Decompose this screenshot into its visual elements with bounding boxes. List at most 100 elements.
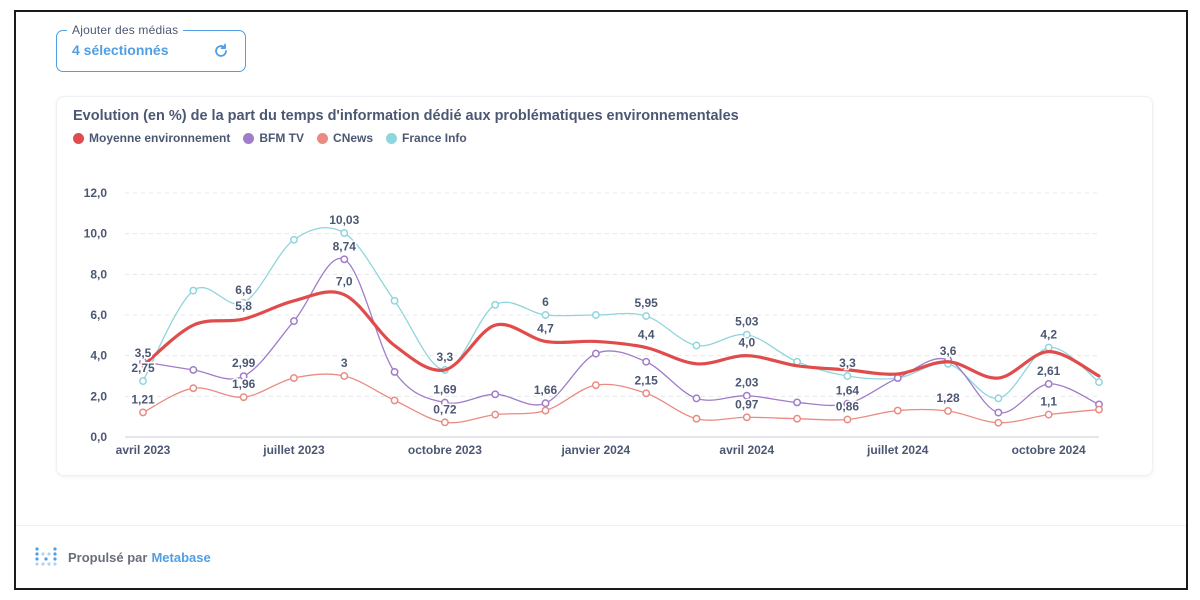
data-point-cnews — [793, 414, 802, 423]
legend-dot — [243, 132, 255, 144]
data-label-cnews: 0,72 — [433, 402, 457, 416]
metabase-logo-icon[interactable] — [34, 545, 58, 569]
data-label-cnews: 0,86 — [836, 400, 860, 414]
metabase-link[interactable]: Metabase — [151, 549, 211, 565]
data-label-france-info: 6 — [542, 295, 549, 309]
y-tick-label: 12,0 — [84, 186, 108, 200]
data-point-cnews — [642, 389, 651, 398]
legend-item-cnews[interactable]: CNews — [317, 131, 373, 145]
data-point-bfm-tv — [340, 255, 349, 264]
data-point-bfm-tv — [289, 317, 298, 326]
data-point-bfm-tv — [239, 372, 248, 381]
data-point-bfm-tv — [189, 365, 198, 374]
data-point-france-info — [1044, 343, 1053, 352]
data-label-cnews: 1,21 — [131, 392, 155, 406]
embed-frame: Ajouter des médias 4 sélectionnés 0,0 2,0… — [14, 10, 1188, 590]
series-line-cnews — [142, 373, 1100, 424]
data-label-moyenne-environnement: 7,0 — [336, 275, 353, 289]
data-point-cnews — [944, 407, 953, 415]
x-tick-label: octobre 2023 — [408, 443, 482, 457]
data-point-bfm-tv — [491, 390, 500, 399]
data-label-cnews: 0,97 — [735, 397, 759, 411]
data-point-cnews — [390, 396, 399, 405]
data-label-france-info: 10,03 — [329, 213, 359, 227]
data-label-cnews: 1,96 — [232, 377, 256, 391]
data-point-cnews — [289, 374, 298, 382]
chart-legend: Moyenne environnement BFM TV CNews Franc… — [73, 131, 467, 145]
media-filter-label: Ajouter des médias — [67, 22, 184, 38]
data-label-bfm-tv: 2,99 — [232, 356, 256, 370]
data-point-bfm-tv — [793, 398, 802, 407]
data-label-bfm-tv: 8,74 — [333, 239, 357, 253]
data-label-bfm-tv: 1,69 — [433, 383, 457, 397]
data-point-cnews — [742, 413, 751, 422]
data-point-bfm-tv — [541, 399, 550, 408]
data-point-cnews — [440, 418, 449, 427]
legend-item-moyenne-environnement[interactable]: Moyenne environnement — [73, 131, 230, 145]
data-point-bfm-tv — [591, 349, 600, 358]
data-point-france-info — [692, 341, 701, 350]
data-label-cnews: 1,28 — [936, 391, 960, 405]
powered-by-text: Propulsé par — [68, 549, 148, 565]
data-point-bfm-tv — [742, 391, 751, 400]
legend-item-bfm-tv[interactable]: BFM TV — [243, 131, 304, 145]
y-tick-label: 0,0 — [90, 430, 107, 444]
data-point-france-info — [994, 394, 1003, 403]
data-point-cnews — [491, 410, 500, 419]
data-point-france-info — [390, 296, 399, 305]
data-point-france-info — [742, 330, 751, 339]
data-point-france-info — [541, 311, 550, 319]
data-point-bfm-tv — [440, 398, 449, 407]
data-label-moyenne-environnement: 3,5 — [135, 346, 152, 360]
y-tick-label: 4,0 — [90, 349, 107, 363]
data-point-france-info — [491, 300, 500, 309]
series-line-moyenne-environnement — [141, 290, 1101, 380]
refresh-icon[interactable] — [212, 42, 230, 60]
media-filter-widget[interactable]: Ajouter des médias 4 sélectionnés — [56, 22, 246, 72]
data-point-cnews — [340, 372, 349, 380]
line-chart: 0,0 2,0 4,0 6,0 8,0 10,0 12,0 avril 2023 juillet… — [84, 186, 1103, 457]
data-point-france-info — [340, 229, 349, 238]
data-label-france-info: 3,3 — [839, 356, 856, 370]
data-point-bfm-tv — [692, 394, 701, 403]
data-point-bfm-tv — [893, 374, 902, 382]
y-tick-label: 10,0 — [84, 227, 108, 241]
data-label-france-info: 3,6 — [940, 344, 957, 358]
data-label-cnews: 3 — [341, 356, 348, 370]
data-label-moyenne-environnement: 4,4 — [638, 328, 655, 342]
data-label-bfm-tv: 1,66 — [534, 383, 558, 397]
footer-divider — [16, 525, 1186, 526]
legend-label: CNews — [333, 131, 374, 145]
data-point-cnews — [139, 408, 147, 417]
data-label-france-info: 5,95 — [634, 296, 658, 310]
data-point-cnews — [692, 414, 701, 423]
legend-dot — [317, 132, 329, 144]
data-point-france-info — [1095, 378, 1103, 387]
data-point-bfm-tv — [994, 408, 1003, 417]
y-tick-label: 6,0 — [90, 308, 107, 322]
legend-label: BFM TV — [259, 131, 305, 145]
chart-card: 0,0 2,0 4,0 6,0 8,0 10,0 12,0 avril 2023 juillet… — [56, 96, 1153, 476]
series-line-bfm-tv — [142, 257, 1100, 414]
legend-item-france-info[interactable]: France Info — [386, 131, 467, 145]
data-label-france-info: 6,6 — [235, 283, 252, 297]
data-point-france-info — [139, 377, 147, 386]
series-line-france-info — [142, 226, 1100, 400]
x-tick-label: juillet 2024 — [866, 443, 929, 457]
data-label-bfm-tv: 2,61 — [1037, 364, 1061, 378]
data-point-bfm-tv — [642, 357, 651, 366]
data-point-cnews — [591, 381, 600, 390]
data-label-moyenne-environnement: 3,3 — [437, 350, 454, 364]
data-point-bfm-tv — [843, 399, 852, 408]
data-point-france-info — [843, 372, 852, 380]
data-point-bfm-tv — [390, 367, 399, 376]
legend-dot — [73, 132, 84, 144]
data-point-france-info — [591, 311, 600, 319]
y-tick-label: 2,0 — [90, 389, 107, 403]
data-label-bfm-tv: 1,64 — [836, 384, 860, 398]
data-point-cnews — [189, 384, 198, 393]
media-filter-value[interactable]: 4 sélectionnés — [72, 42, 169, 58]
legend-label: Moyenne environnement — [89, 131, 231, 145]
data-point-cnews — [1095, 405, 1103, 414]
data-point-cnews — [239, 393, 248, 402]
